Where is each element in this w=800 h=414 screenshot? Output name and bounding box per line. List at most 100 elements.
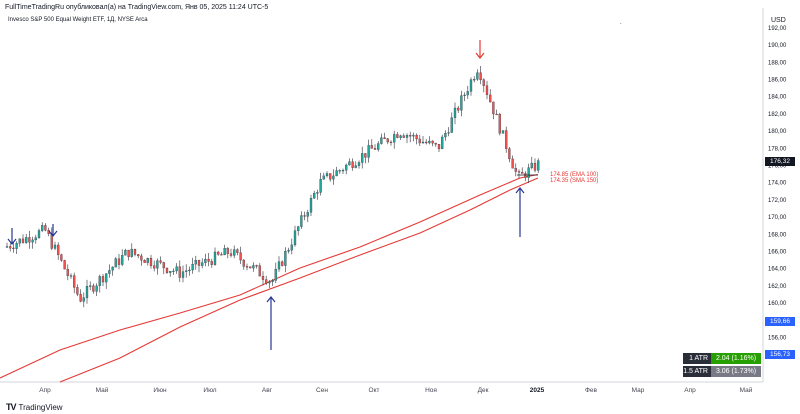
candle-body: [316, 192, 319, 194]
candle-body: [290, 244, 293, 251]
candle-body: [409, 135, 412, 137]
candle-body: [319, 179, 322, 193]
x-tick-label: Дек: [478, 387, 489, 394]
y-tick-label: 160,00: [768, 301, 787, 307]
x-tick-label: Май: [740, 386, 753, 394]
candle-body: [524, 173, 527, 178]
candle-body: [297, 226, 300, 231]
candle-body: [492, 101, 495, 115]
candle-body: [5, 246, 9, 248]
x-tick-label: Июн: [153, 387, 167, 394]
candle-body: [447, 132, 450, 134]
x-tick-label: Мар: [632, 387, 645, 394]
y-tick-label: 176,00: [768, 164, 787, 170]
candle-body: [60, 254, 63, 261]
y-tick-label: 156,00: [768, 336, 787, 342]
candle-body: [412, 134, 415, 137]
candle-body: [268, 281, 271, 284]
candle-body: [252, 265, 255, 269]
candles: [5, 66, 540, 308]
price-level-badge: 156,73: [765, 350, 795, 359]
candle-body: [322, 175, 325, 180]
atr-label: 1 ATR: [683, 353, 711, 364]
candle-body: [21, 238, 25, 243]
candle-body: [441, 136, 444, 149]
atr-value: 2.04 (1.16%): [711, 353, 761, 364]
y-tick-label: 184,00: [768, 95, 787, 101]
candle-body: [418, 138, 421, 144]
candle-body: [229, 253, 233, 256]
candle-body: [367, 145, 370, 158]
candle-body: [303, 215, 306, 217]
candle-body: [530, 162, 533, 169]
candle-body: [444, 133, 447, 138]
y-tick-label: 192,00: [768, 26, 787, 32]
currency-label: USD: [771, 17, 786, 24]
candle-body: [37, 230, 41, 238]
candle-body: [517, 171, 521, 173]
sma-label: 174.35 (SMA 150): [550, 178, 598, 184]
candle-body: [287, 249, 290, 252]
candle-body: [111, 266, 114, 271]
candle-body: [428, 140, 431, 144]
candle-body: [73, 275, 76, 288]
candle-body: [380, 137, 383, 144]
candle-body: [370, 145, 373, 149]
x-tick-label: 2025: [530, 387, 545, 394]
symbol-label: Invesco S&P 500 Equal Weight ETF, 1Д, NY…: [8, 17, 148, 23]
candle-body: [457, 107, 460, 111]
atr-row-1: 1 ATR 2.04 (1.16%): [683, 353, 761, 364]
x-tick-label: Май: [96, 386, 109, 394]
candle-body: [489, 94, 492, 103]
candle-body: [405, 135, 409, 138]
candle-body: [159, 260, 162, 263]
candle-body: [201, 262, 204, 266]
candle-body: [386, 138, 389, 143]
candle-body: [69, 275, 73, 277]
candle-body: [137, 254, 140, 257]
atr-label: 1.5 ATR: [683, 366, 711, 377]
candle-body: [361, 153, 364, 163]
candle-body: [431, 140, 434, 144]
tradingview-logo-icon: TV: [6, 402, 16, 412]
brand-name: TradingView: [18, 403, 63, 412]
x-tick-label: Фев: [585, 387, 598, 394]
candle-body: [514, 168, 517, 172]
candle-body: [460, 95, 463, 111]
candle-body: [437, 144, 441, 150]
candle-body: [217, 251, 220, 255]
y-tick-label: 166,00: [768, 250, 787, 256]
candle-body: [450, 117, 453, 133]
candle-body: [329, 173, 332, 180]
y-tick-label: 162,00: [768, 284, 787, 290]
candle-body: [335, 170, 338, 177]
candle-body: [274, 268, 277, 281]
candle-body: [277, 261, 281, 270]
candle-body: [505, 130, 508, 149]
candle-body: [79, 294, 82, 302]
candle-body: [354, 165, 357, 168]
candle-body: [226, 248, 229, 254]
candle-body: [133, 248, 137, 255]
candle-body: [537, 160, 540, 171]
y-tick-label: 180,00: [768, 129, 787, 135]
candle-body: [485, 85, 489, 95]
y-tick-label: 168,00: [768, 232, 787, 238]
candle-body: [31, 239, 34, 243]
candle-body: [130, 248, 133, 257]
candle-body: [85, 286, 89, 299]
footer-brand[interactable]: TV TradingView: [6, 402, 63, 412]
candle-body: [300, 215, 303, 227]
candle-body: [185, 270, 188, 272]
candle-body: [57, 244, 60, 255]
candle-body: [476, 72, 479, 80]
candle-body: [92, 285, 95, 292]
candle-body: [373, 148, 377, 150]
candle-body: [127, 249, 130, 257]
cursor-dot: .: [620, 20, 622, 26]
candle-body: [527, 167, 530, 178]
candle-body: [357, 162, 361, 166]
atr-value: 3.06 (1.73%): [711, 366, 761, 377]
candle-body: [466, 91, 469, 96]
